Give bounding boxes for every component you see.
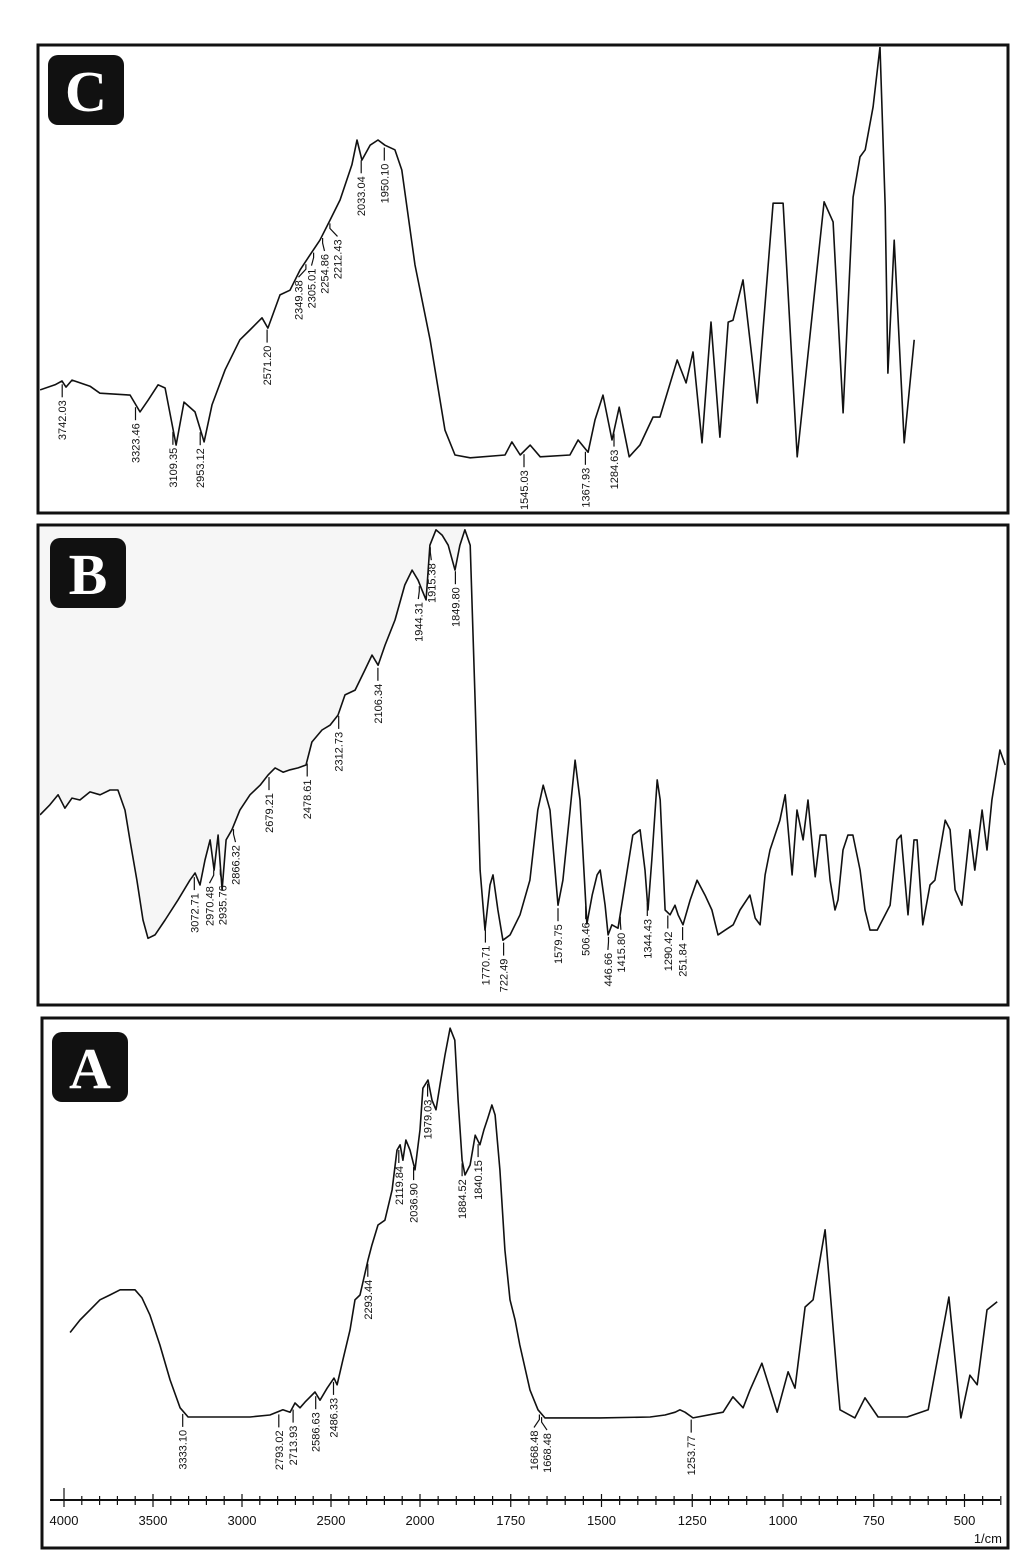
peak-label: 1770.71 — [480, 946, 492, 986]
peak-label: 2586.63 — [311, 1412, 323, 1452]
peak-label: 506.46 — [581, 922, 593, 956]
peak-label: 2793.02 — [274, 1430, 286, 1470]
peak-label: 1849.80 — [450, 587, 462, 627]
panel-b-badge — [50, 538, 126, 608]
x-axis: 4000 3500 3000 2500 2000 1750 1500 1250 1000 750 5… — [50, 1488, 1002, 1546]
panel-c-badge — [48, 55, 124, 125]
peak-label: 2486.33 — [329, 1398, 341, 1438]
peak-label: 1668.48 — [542, 1433, 554, 1473]
x-tick-label: 500 — [954, 1513, 976, 1528]
x-tick-label: 1500 — [587, 1513, 616, 1528]
panel-a-frame — [40, 1016, 1010, 1550]
x-tick-label: 3000 — [228, 1513, 257, 1528]
x-tick-label: 1750 — [496, 1513, 525, 1528]
panel-a: 3333.10 2793.02 2713.93 2586.63 2486.33 2293.… — [40, 1016, 1010, 1550]
x-tick-label: 750 — [863, 1513, 885, 1528]
peak-label: 1253.77 — [686, 1436, 698, 1476]
peak-tick — [607, 936, 610, 950]
peak-tick — [541, 1417, 548, 1431]
peak-tick — [533, 1414, 540, 1428]
peak-label: 1944.31 — [413, 602, 425, 642]
peak-label: 2305.01 — [307, 269, 319, 309]
peak-label: 1367.93 — [580, 468, 592, 508]
peak-label: 3333.10 — [178, 1430, 190, 1470]
peak-label: 1950.10 — [379, 164, 391, 204]
peak-label: 1979.03 — [423, 1100, 435, 1140]
peak-label: 1545.03 — [519, 470, 531, 510]
peak-label: 1668.48 — [529, 1431, 541, 1471]
peak-label: 2036.90 — [409, 1183, 421, 1223]
spectrum-line-a — [69, 1027, 998, 1419]
x-tick-label: 3500 — [139, 1513, 168, 1528]
peak-label: 2713.93 — [288, 1426, 300, 1466]
x-tick-label: 2500 — [317, 1513, 346, 1528]
peak-tick — [429, 547, 432, 561]
x-tick-label: 1000 — [769, 1513, 798, 1528]
peak-label: 2953.12 — [195, 448, 207, 488]
peak-label: 3109.35 — [168, 448, 180, 488]
peak-label: 2478.61 — [302, 780, 314, 820]
panel-c-frame — [36, 43, 1010, 515]
peak-label: 2254.86 — [320, 254, 332, 294]
peak-label: 2970.48 — [205, 886, 217, 926]
peak-label: 1284.63 — [609, 450, 621, 490]
peak-label: 2679.21 — [264, 793, 276, 833]
x-axis-unit: 1/cm — [974, 1531, 1002, 1546]
peak-tick — [619, 916, 622, 930]
peak-label: 1415.80 — [616, 933, 628, 973]
x-tick-label: 1250 — [678, 1513, 707, 1528]
peak-label: 2312.73 — [334, 732, 346, 772]
spectrum-line-b — [40, 529, 1006, 941]
panel-c-letter: C — [65, 59, 107, 124]
peak-label: 1290.42 — [663, 932, 675, 972]
peak-label: 1840.15 — [473, 1160, 485, 1200]
peak-tick — [329, 223, 338, 237]
peak-label: 2119.84 — [394, 1166, 406, 1205]
peak-label: 3323.46 — [131, 423, 143, 463]
peak-label: 3742.03 — [57, 400, 69, 440]
panel-b-letter: B — [69, 542, 108, 607]
peak-tick — [298, 264, 307, 278]
peak-label: 1344.43 — [642, 919, 654, 959]
peak-label: 1579.75 — [553, 924, 565, 964]
peak-label: 2935.76 — [218, 885, 230, 925]
peak-label: 2866.32 — [231, 845, 243, 885]
peak-label: 3072.71 — [189, 893, 201, 933]
shaded-region — [40, 527, 465, 939]
peak-tick — [208, 870, 215, 884]
peak-label: 722.49 — [499, 959, 511, 993]
peak-label: 2349.38 — [294, 280, 306, 320]
peak-tick — [310, 252, 315, 266]
peak-label: 251.84 — [678, 943, 690, 977]
peak-label: 2106.34 — [373, 684, 385, 724]
peak-tick — [322, 238, 326, 252]
x-tick-label: 2000 — [406, 1513, 435, 1528]
peak-tick — [232, 829, 237, 843]
peak-label: 446.66 — [603, 953, 615, 987]
spectrum-line-c — [40, 47, 915, 459]
peak-tick — [219, 869, 224, 883]
peak-label: 2212.43 — [333, 239, 345, 279]
panel-b-frame — [36, 523, 1010, 1007]
peak-label: 2293.44 — [363, 1280, 375, 1320]
panel-a-badge — [52, 1032, 128, 1102]
peak-label: 2033.04 — [356, 176, 368, 216]
panel-c: 3742.03 3323.46 3109.35 2953.12 2571.20 2349.… — [36, 43, 1010, 515]
x-tick-label: 4000 — [50, 1513, 79, 1528]
peak-label: 1915.38 — [426, 563, 438, 603]
peak-label: 2571.20 — [262, 346, 274, 386]
panel-a-letter: A — [69, 1036, 111, 1101]
peak-tick — [417, 586, 420, 600]
peak-label: 1884.52 — [457, 1179, 469, 1219]
